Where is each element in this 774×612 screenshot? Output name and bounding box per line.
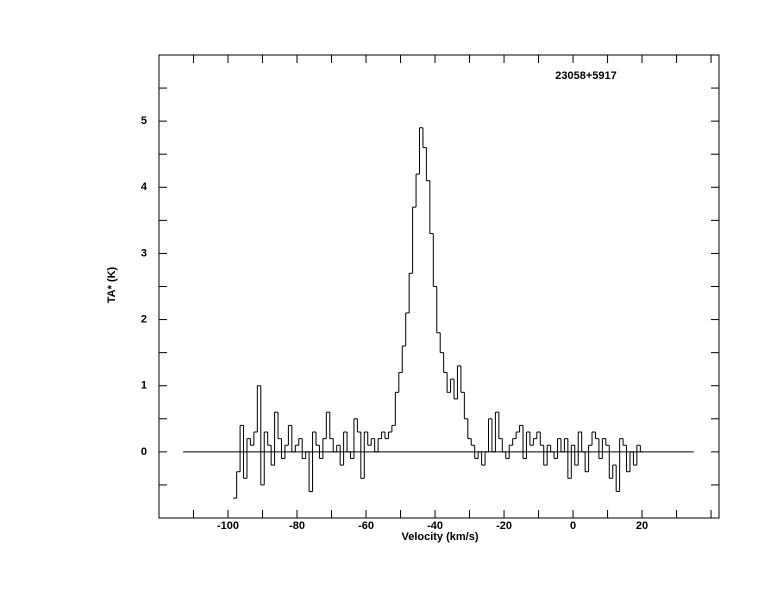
x-tick-label: -40	[427, 520, 443, 532]
x-tick-label: -80	[289, 520, 305, 532]
y-tick-label: 1	[141, 380, 147, 392]
x-tick-label: -60	[358, 520, 374, 532]
x-tick-label: 20	[636, 520, 648, 532]
x-axis-label: Velocity (km/s)	[401, 531, 478, 543]
y-tick-label: 0	[141, 446, 147, 458]
y-tick-label: 5	[141, 115, 147, 127]
step-riser	[236, 127, 641, 499]
x-tick-label: -100	[217, 520, 239, 532]
chart-title: 23058+5917	[555, 70, 616, 82]
plot-frame	[158, 54, 720, 519]
y-tick-label: 2	[141, 313, 147, 325]
y-tick-label: 4	[141, 181, 148, 193]
y-tick-label: 3	[141, 247, 147, 259]
y-axis-label: TA* (K)	[106, 266, 118, 303]
x-tick-label: -20	[496, 520, 512, 532]
x-tick-label: 0	[570, 520, 576, 532]
